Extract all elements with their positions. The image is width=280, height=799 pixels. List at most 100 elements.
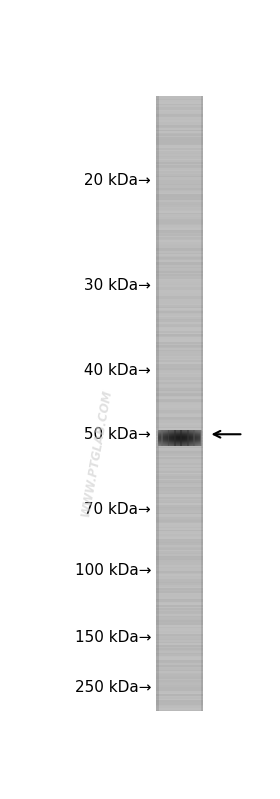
Bar xyxy=(156,129,203,131)
Bar xyxy=(163,430,164,446)
Bar xyxy=(156,334,203,336)
Bar xyxy=(156,437,203,439)
Bar xyxy=(156,535,203,537)
Bar xyxy=(156,477,203,479)
Bar xyxy=(162,430,164,446)
Bar xyxy=(156,491,203,493)
Bar xyxy=(156,646,203,648)
Bar xyxy=(156,425,203,427)
Bar xyxy=(156,380,203,382)
Bar xyxy=(156,357,203,359)
Bar xyxy=(186,430,188,446)
Bar xyxy=(156,494,203,495)
Bar xyxy=(156,492,203,495)
Bar xyxy=(156,364,203,365)
Bar xyxy=(156,686,203,688)
Bar xyxy=(179,430,180,446)
Bar xyxy=(156,606,203,608)
Bar xyxy=(156,228,203,229)
Bar xyxy=(156,422,203,423)
Bar xyxy=(171,430,172,446)
Bar xyxy=(156,545,203,547)
Bar xyxy=(156,181,203,184)
Bar xyxy=(199,430,200,446)
Bar xyxy=(156,223,203,225)
Bar xyxy=(156,543,203,545)
Bar xyxy=(156,625,203,626)
Bar xyxy=(180,430,181,446)
Bar xyxy=(156,645,203,646)
Bar xyxy=(156,274,203,276)
Bar xyxy=(156,324,203,327)
Bar xyxy=(156,319,203,320)
Bar xyxy=(156,244,203,247)
Bar xyxy=(156,502,203,503)
Bar xyxy=(156,251,203,252)
Bar xyxy=(156,577,203,578)
Bar xyxy=(168,430,169,446)
Bar xyxy=(156,277,203,279)
Bar xyxy=(156,539,203,540)
Bar xyxy=(156,663,203,665)
Bar xyxy=(156,316,203,317)
Bar xyxy=(156,304,203,307)
Text: 40 kDa→: 40 kDa→ xyxy=(79,363,151,378)
Bar xyxy=(156,459,203,460)
Bar xyxy=(156,495,203,497)
Bar xyxy=(167,430,169,446)
Bar xyxy=(156,139,203,141)
Bar xyxy=(156,467,203,470)
Bar xyxy=(156,548,203,550)
Bar xyxy=(156,185,203,187)
Bar xyxy=(156,592,203,594)
Bar xyxy=(156,628,203,630)
Bar xyxy=(156,276,203,277)
Bar xyxy=(156,254,203,256)
Bar xyxy=(156,542,203,543)
Bar xyxy=(156,680,203,682)
Bar xyxy=(156,296,203,297)
Bar xyxy=(156,618,203,620)
Bar xyxy=(160,430,162,446)
Text: 150 kDa→: 150 kDa→ xyxy=(74,630,151,645)
Bar xyxy=(167,430,168,446)
Bar xyxy=(156,168,203,169)
Bar xyxy=(156,585,203,586)
Bar xyxy=(156,329,203,332)
Bar xyxy=(156,317,203,319)
Bar xyxy=(156,314,203,316)
Text: 20 kDa→: 20 kDa→ xyxy=(79,173,151,189)
Bar xyxy=(156,392,203,394)
Bar xyxy=(156,166,203,168)
Bar xyxy=(194,430,195,446)
Bar xyxy=(156,209,203,211)
Bar xyxy=(156,632,203,634)
Bar xyxy=(156,279,203,280)
Bar xyxy=(156,399,203,400)
Bar xyxy=(156,368,203,370)
Bar xyxy=(156,590,203,591)
Bar xyxy=(156,557,203,559)
Bar xyxy=(156,449,203,451)
Bar xyxy=(156,420,203,422)
Bar xyxy=(156,369,203,372)
Bar xyxy=(156,405,203,407)
Bar xyxy=(156,702,203,703)
Bar xyxy=(156,467,203,468)
Text: WWW.PTGLAB.COM: WWW.PTGLAB.COM xyxy=(79,388,115,518)
Bar xyxy=(156,234,203,236)
Bar xyxy=(156,263,203,265)
Bar xyxy=(156,527,203,528)
Bar xyxy=(156,163,203,165)
Bar xyxy=(156,306,203,308)
Bar xyxy=(156,96,203,97)
Bar xyxy=(156,559,203,560)
Bar xyxy=(156,706,203,708)
Bar xyxy=(156,648,203,650)
Bar xyxy=(156,480,203,482)
Bar xyxy=(156,159,203,161)
Bar xyxy=(156,161,203,164)
Bar xyxy=(156,133,203,134)
Bar xyxy=(156,145,203,147)
Bar xyxy=(156,385,203,387)
